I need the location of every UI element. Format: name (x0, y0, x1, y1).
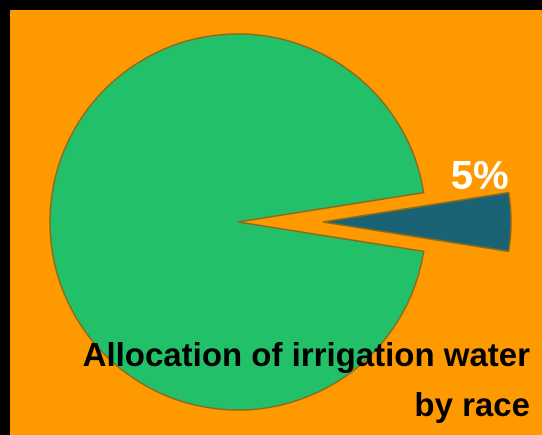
pie-slice (322, 191, 512, 253)
data-label: 5% (451, 154, 509, 198)
chart-title: Allocation of irrigation water by race (82, 336, 530, 423)
pie-slice (49, 33, 425, 411)
